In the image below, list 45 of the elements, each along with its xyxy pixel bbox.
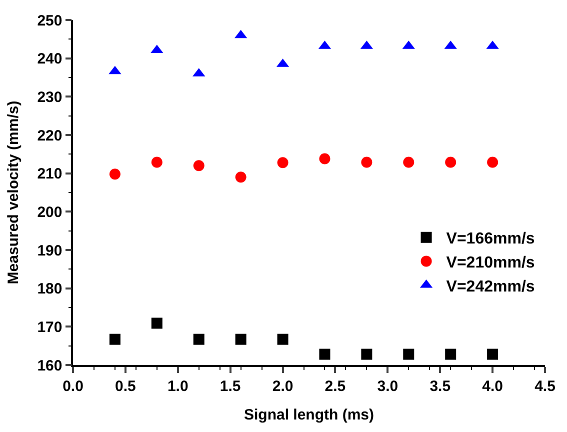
y-tick-label: 200	[37, 204, 62, 221]
x-tick-label: 3.5	[430, 378, 451, 395]
x-tick-label: 4.5	[534, 378, 556, 395]
y-axis-title: Measured velocity (mm/s)	[4, 100, 22, 284]
x-tick-label: 0.5	[115, 378, 136, 395]
y-tick-label: 160	[37, 357, 62, 374]
point	[193, 160, 204, 172]
x-tick-label: 1.0	[167, 378, 188, 395]
x-tick-label: 0.0	[62, 378, 84, 395]
point	[487, 348, 498, 360]
point	[319, 153, 330, 164]
point	[151, 318, 162, 329]
point	[361, 156, 372, 168]
y-tick-label: 190	[37, 242, 62, 260]
point	[487, 156, 498, 168]
point	[403, 156, 414, 168]
x-tick-label: 2.0	[272, 378, 294, 395]
point	[193, 334, 204, 345]
point	[109, 334, 120, 345]
y-tick-label: 240	[37, 50, 62, 68]
point	[445, 348, 456, 360]
x-tick-label: 2.5	[324, 378, 346, 395]
x-tick-label: 3.0	[377, 378, 398, 395]
point	[109, 168, 120, 180]
point	[235, 334, 246, 345]
x-axis-title: Signal length (ms)	[244, 406, 374, 424]
y-tick-label: 170	[37, 318, 62, 336]
y-tick-label: 220	[37, 127, 62, 144]
y-tick-label: 210	[37, 166, 62, 183]
point	[445, 156, 456, 168]
y-tick-label: 180	[37, 280, 62, 298]
y-tick-label: 250	[37, 12, 62, 30]
point	[319, 348, 330, 360]
point	[235, 172, 246, 183]
y-tick-label: 230	[37, 88, 62, 106]
x-tick-label: 1.5	[220, 378, 241, 395]
legend-label: V=166mm/s	[446, 230, 535, 248]
point	[151, 156, 162, 168]
point	[403, 348, 414, 360]
point	[277, 334, 288, 345]
legend-label: V=242mm/s	[446, 278, 535, 296]
legend-label: V=210mm/s	[446, 254, 535, 272]
x-tick-label: 4.0	[482, 378, 503, 395]
point	[361, 348, 372, 360]
point	[277, 157, 288, 168]
